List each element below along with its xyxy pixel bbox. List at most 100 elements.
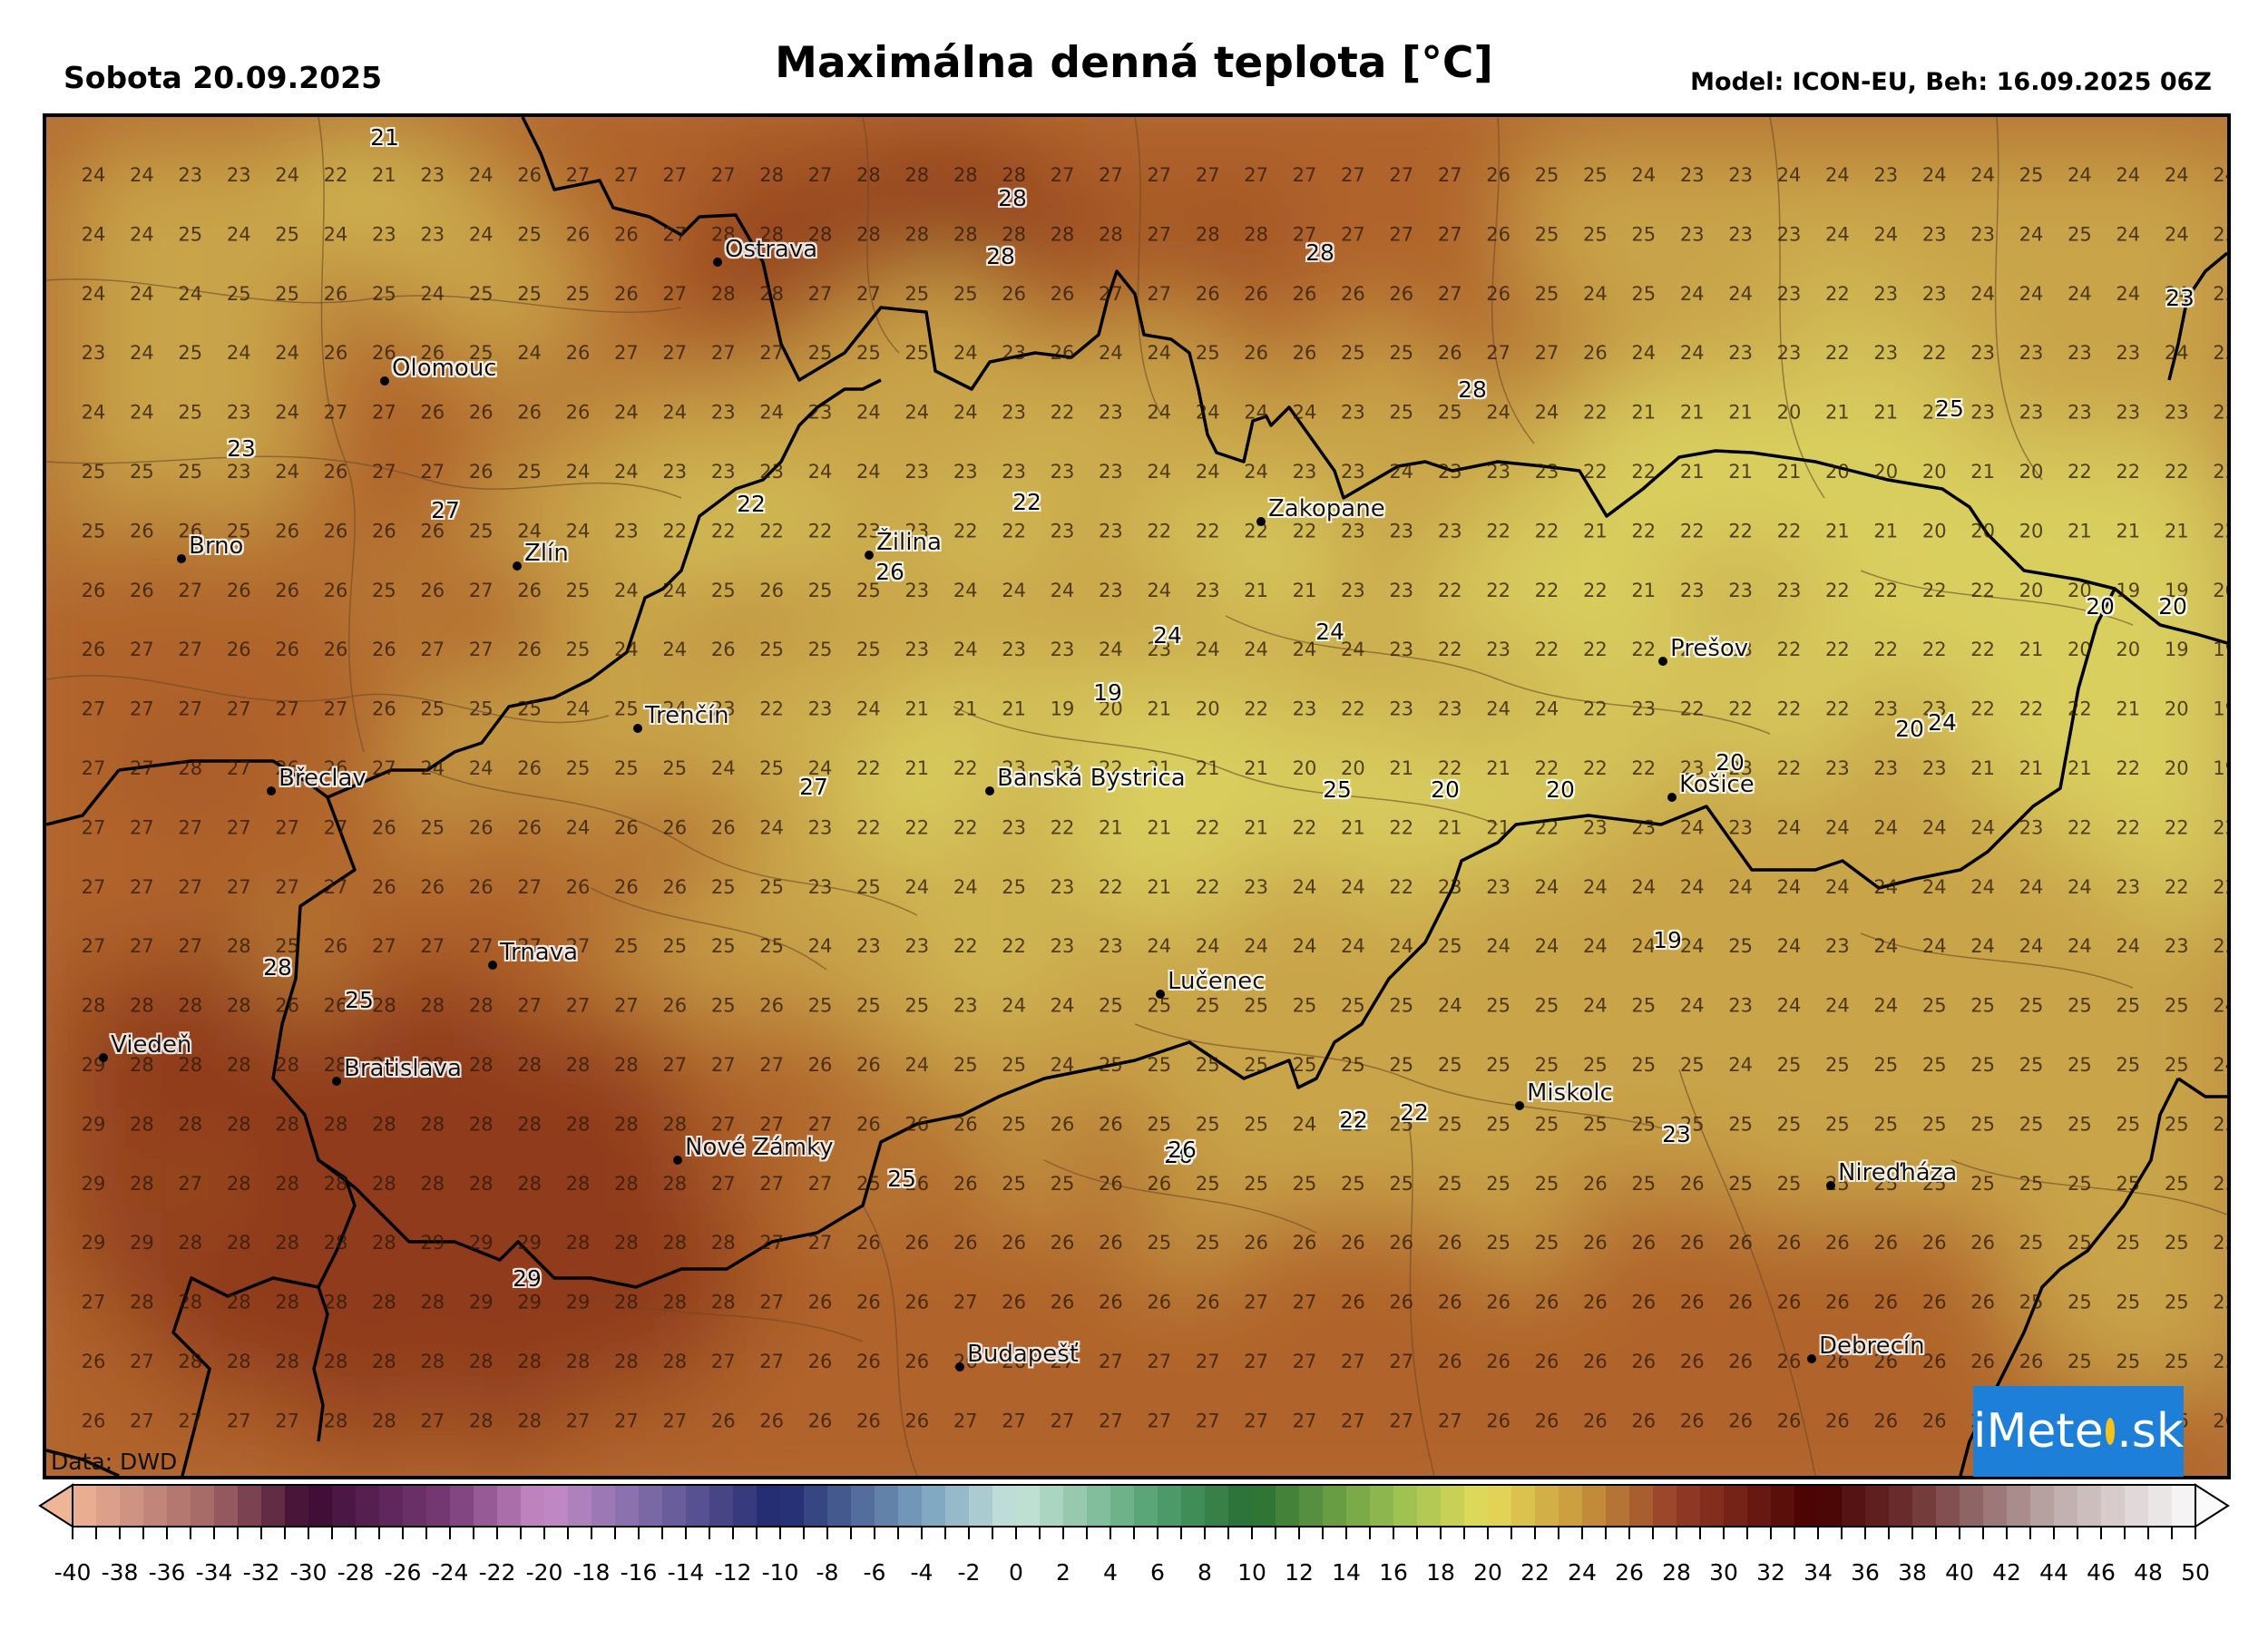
city-label[interactable]: Bratislava [344, 1055, 462, 1082]
temperature-value: 22 [1777, 639, 1802, 660]
city-label[interactable]: Nové Zámky [685, 1134, 834, 1161]
temperature-value: 27 [1099, 1410, 1123, 1431]
colorbar-cell [615, 1485, 640, 1527]
temperature-value: 23 [953, 461, 978, 483]
city-label[interactable]: Lučenec [1168, 968, 1266, 995]
temperature-value: 28 [566, 1173, 591, 1195]
temperature-value: 26 [711, 816, 736, 838]
temperature-value: 24 [130, 223, 154, 245]
city-label[interactable]: Brno [189, 532, 243, 560]
temperature-value: 21 [1873, 402, 1898, 424]
colorbar-cell [1818, 1485, 1843, 1527]
colorbar-cell [1865, 1485, 1890, 1527]
temperature-value: 27 [372, 935, 396, 957]
imeteo-logo[interactable]: iMete .sk [1973, 1386, 2184, 1477]
temperature-value: 26 [1535, 1410, 1559, 1431]
temperature-value: 24 [1631, 935, 1656, 957]
temperature-value: 27 [566, 164, 591, 186]
temperature-value: 23 [1728, 757, 1753, 779]
city-label[interactable]: Břeclav [279, 765, 367, 792]
city-label[interactable]: Prešov [1670, 635, 1748, 662]
temperature-value: 26 [1147, 1292, 1171, 1313]
temperature-value: 27 [1293, 1292, 1317, 1313]
temperature-value: 25 [1244, 1173, 1268, 1195]
city-label[interactable]: Miskolc [1527, 1079, 1613, 1107]
temperature-value: 24 [856, 698, 881, 720]
temperature-value: 25 [1196, 342, 1220, 364]
temperature-value: 25 [1922, 1173, 1947, 1195]
temperature-value: 25 [1002, 1173, 1026, 1195]
city-label[interactable]: Olomouc [392, 355, 497, 382]
temperature-value: 29 [566, 1292, 591, 1313]
temperature-value: 28 [662, 1351, 687, 1372]
temperature-value: 25 [2068, 1173, 2092, 1195]
contour-label: 28 [986, 243, 1015, 269]
temperature-value: 26 [1728, 1351, 1753, 1372]
temperature-value: 27 [1438, 1410, 1462, 1431]
temperature-value: 23 [904, 580, 929, 601]
temperature-value: 26 [1970, 1351, 1995, 1372]
temperature-value: 27 [808, 1173, 833, 1195]
temperature-value: 24 [130, 283, 154, 305]
city-label[interactable]: Zakopane [1268, 495, 1385, 522]
temperature-value: 27 [1196, 1351, 1220, 1372]
temperature-value: 26 [856, 1351, 881, 1372]
temperature-value: 22 [1051, 402, 1075, 424]
temperature-value: 25 [1196, 1173, 1220, 1195]
temperature-value: 28 [227, 1232, 251, 1254]
temperature-value: 27 [1147, 1410, 1171, 1431]
city-dot [1667, 793, 1677, 802]
temperature-value: 28 [420, 1054, 445, 1076]
temperature-value: 26 [1970, 1292, 1995, 1313]
temperature-value: 22 [1389, 816, 1413, 838]
city-label[interactable]: Košice [1679, 771, 1755, 798]
temperature-value: 26 [1293, 283, 1317, 305]
temperature-value: 28 [372, 1292, 396, 1313]
temperature-value: 23 [904, 461, 929, 483]
temperature-value: 24 [1099, 342, 1123, 364]
colorbar-cell [851, 1485, 875, 1527]
temperature-value: 21 [1631, 580, 1656, 601]
city-label[interactable]: Trnava [499, 939, 578, 966]
temperature-value: 23 [1389, 698, 1413, 720]
temperature-map[interactable]: 24 24 23 23 24 22 21 23 24 26 27 27 27 27 28 27 28 28 28 28… [43, 113, 2231, 1479]
temperature-value: 24 [1680, 876, 1705, 898]
temperature-value: 26 [1680, 1410, 1705, 1431]
city-label[interactable]: Zlín [524, 540, 569, 567]
city-label[interactable]: Debrecín [1819, 1332, 1925, 1360]
city-label[interactable]: Ostrava [725, 236, 817, 263]
temperature-value: 25 [130, 461, 154, 483]
temperature-value: 27 [420, 461, 445, 483]
temperature-value: 26 [82, 1351, 106, 1372]
temperature-value: 24 [566, 816, 591, 838]
city-label[interactable]: Viedeň [111, 1031, 191, 1059]
temperature-value: 22 [1922, 580, 1947, 601]
temperature-value: 27 [662, 283, 687, 305]
colorbar-tick-label: 18 [1426, 1559, 1455, 1586]
city-label[interactable]: Žilina [876, 527, 942, 556]
temperature-value: 22 [1680, 520, 1705, 542]
temperature-value: 28 [130, 1113, 154, 1135]
temperature-value: 26 [517, 402, 542, 424]
colorbar-tick-label: -18 [573, 1559, 611, 1586]
city-label[interactable]: Trenčín [644, 702, 729, 729]
temperature-value: 24 [1922, 164, 1947, 186]
city-label[interactable]: Nireďháza [1838, 1159, 1957, 1186]
temperature-value: 29 [82, 1173, 106, 1195]
temperature-value: 24 [1293, 1113, 1317, 1135]
temperature-value: 28 [324, 1113, 348, 1135]
temperature-value: 27 [808, 1232, 833, 1254]
temperature-value: 26 [1196, 1292, 1220, 1313]
temperature-value: 28 [566, 1113, 591, 1135]
city-label[interactable]: Banská Bystrica [997, 765, 1186, 792]
temperature-value: 22 [1535, 639, 1559, 660]
colorbar-tick-label: 24 [1568, 1559, 1597, 1586]
temperature-value: 26 [1341, 1232, 1365, 1254]
contour-label: 22 [1400, 1099, 1429, 1126]
temperature-value: 22 [1825, 283, 1850, 305]
temperature-value: 28 [275, 1351, 299, 1372]
temperature-value: 27 [130, 1351, 154, 1372]
city-label[interactable]: Budapešť [967, 1341, 1079, 1368]
temperature-value: 29 [420, 1232, 445, 1254]
colorbar-cell [1653, 1485, 1677, 1527]
